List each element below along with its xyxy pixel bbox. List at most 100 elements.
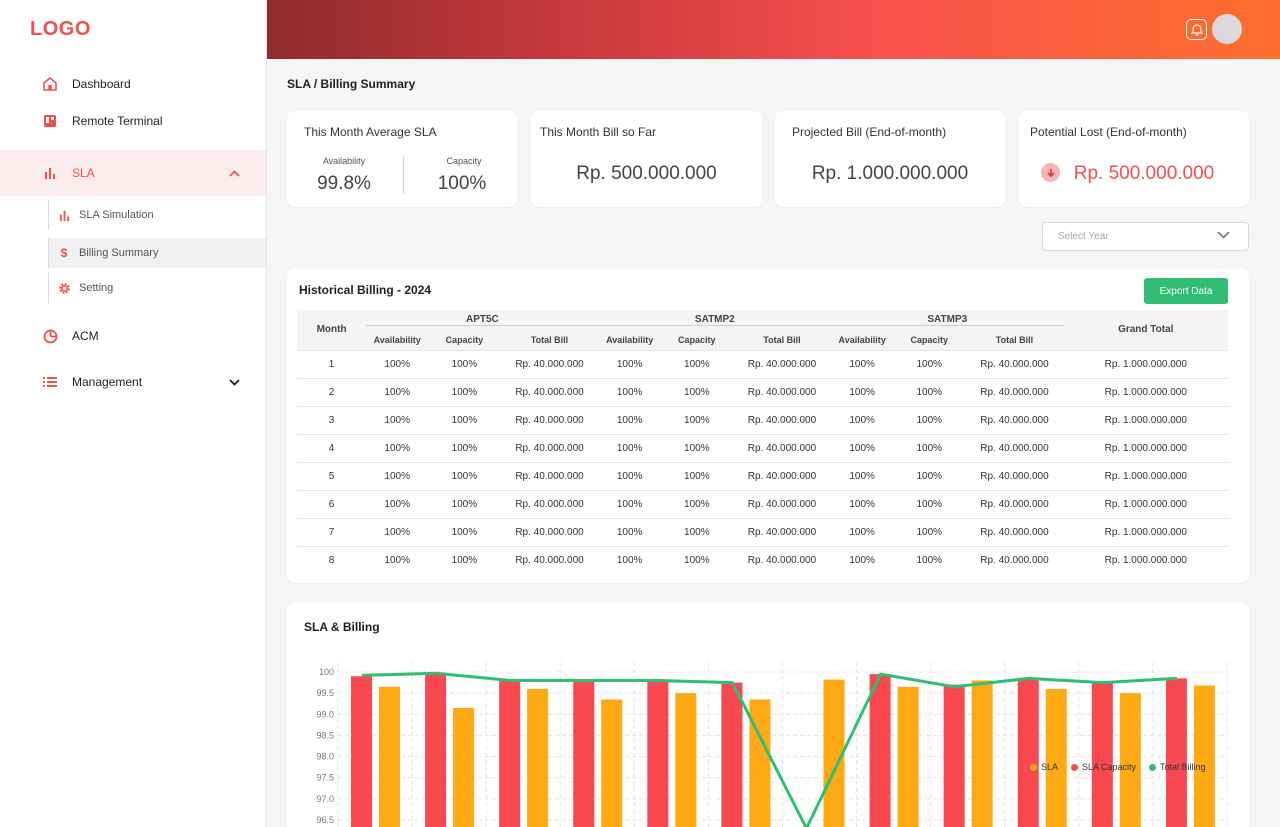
export-data-button[interactable]: Export Data	[1144, 278, 1228, 304]
table-cell: Rp. 1.000.000.000	[1063, 405, 1228, 434]
table-cell: 5	[297, 461, 367, 490]
sidebar-item-label: Dashboard	[72, 77, 131, 91]
table-row: 2 100% 100% Rp. 40.000.000 100% 100% Rp. 40.00…	[297, 377, 1228, 406]
gear-icon	[57, 281, 71, 295]
table-cell: 3	[297, 405, 367, 434]
sidebar-item-label: ACM	[72, 329, 99, 343]
table-cell: 100%	[428, 433, 501, 462]
column-header: Capacity	[445, 334, 484, 345]
column-header: Availability	[373, 334, 421, 345]
column-header: Availability	[606, 334, 654, 345]
table-cell: 100%	[428, 461, 501, 490]
bar-sla-capacity	[1017, 678, 1039, 827]
bar-sla	[379, 686, 400, 827]
availability-label: Availability	[322, 156, 366, 166]
bar-sla	[527, 688, 549, 827]
table-cell: Rp. 40.000.000	[500, 433, 599, 462]
kpi-card-bill-so-far: This Month Bill so Far Rp. 500.000.000	[531, 111, 762, 207]
table-row: 8 100% 100% Rp. 40.000.000 100% 100% Rp. 40.00…	[297, 545, 1228, 574]
sidebar-subitem-label: SLA Simulation	[79, 209, 154, 221]
top-header	[267, 0, 1280, 59]
table-cell: 100%	[660, 405, 733, 434]
sidebar-item-label: Management	[72, 375, 143, 389]
y-tick-label: 99.5	[316, 688, 334, 698]
table-cell: Rp. 40.000.000	[500, 517, 599, 546]
table-cell: 100%	[831, 349, 894, 378]
table-cell: 100%	[598, 405, 661, 434]
avatar[interactable]	[1212, 14, 1242, 44]
y-tick-label: 99.0	[316, 709, 334, 719]
table-cell: 100%	[366, 433, 429, 462]
sidebar-item-acm[interactable]: ACM	[0, 316, 266, 356]
table-cell: 100%	[428, 377, 501, 406]
table-cell: 100%	[660, 489, 733, 518]
sidebar-item-remote-terminal[interactable]: Remote Terminal	[0, 101, 266, 141]
table-cell: 100%	[598, 349, 661, 378]
sidebar-item-dashboard[interactable]: Dashboard	[0, 64, 266, 104]
table-cell: Rp. 1.000.000.000	[1063, 517, 1228, 546]
table-cell: 100%	[428, 349, 501, 378]
column-header: Capacity	[678, 334, 716, 345]
select-year-dropdown[interactable]: Select Year	[1042, 222, 1249, 251]
bar-sla-capacity	[1091, 682, 1113, 827]
bell-icon[interactable]	[1186, 19, 1207, 40]
table-cell: Rp. 1.000.000.000	[1063, 349, 1228, 378]
sidebar-subitem-billing-summary[interactable]: $ Billing Summary	[48, 238, 266, 268]
table-cell: 1	[297, 349, 367, 378]
y-tick-label: 100	[319, 667, 334, 677]
table-cell: Rp. 40.000.000	[500, 405, 599, 434]
sidebar-subitem-setting[interactable]: Setting	[48, 273, 266, 303]
group-header: SATMP3	[831, 310, 1064, 330]
table-cell: Rp. 1.000.000.000	[1063, 377, 1228, 406]
kpi-value: Rp. 500.000.000	[576, 163, 717, 184]
table-cell: 100%	[660, 433, 733, 462]
legend-swatch	[1030, 763, 1037, 771]
table-cell: 100%	[660, 517, 733, 546]
sidebar-subitem-sla-simulation[interactable]: SLA Simulation	[48, 200, 266, 230]
sla-billing-chart-card: SLA & Billing 100 99.5 99.0 98.5 98.0 97.5 97.…	[287, 602, 1249, 827]
kpi-value: Rp. 500.000.000	[1073, 163, 1215, 184]
y-tick-label: 98.5	[316, 730, 334, 740]
table-cell: 100%	[660, 545, 733, 574]
board-icon	[42, 113, 58, 129]
table-cell: Rp. 1.000.000.000	[1063, 545, 1228, 574]
table-cell: 100%	[428, 405, 501, 434]
bar-sla	[601, 699, 623, 827]
line-total-billing	[361, 671, 1178, 827]
table-cell: 100%	[660, 349, 733, 378]
table-cell: Rp. 1.000.000.000	[1063, 433, 1228, 462]
table-cell: Rp. 40.000.000	[732, 489, 832, 518]
table-cell: 100%	[831, 405, 894, 434]
chevron-down-icon	[1217, 231, 1230, 242]
capacity-value: 100%	[437, 173, 487, 194]
y-tick-label: 97.5	[316, 773, 334, 783]
table-row: 4 100% 100% Rp. 40.000.000 100% 100% Rp. 40.00…	[297, 433, 1228, 462]
bar-sla	[675, 693, 697, 827]
sidebar-item-management[interactable]: Management	[0, 362, 266, 402]
table-row: 5 100% 100% Rp. 40.000.000 100% 100% Rp. 40.00…	[297, 461, 1228, 490]
arrow-down-icon	[1041, 163, 1060, 182]
table-cell: 100%	[893, 517, 966, 546]
table-cell: 100%	[598, 489, 661, 518]
sidebar-subitem-label: Setting	[79, 282, 114, 294]
bar-sla	[453, 707, 475, 827]
table-cell: 100%	[831, 489, 894, 518]
table-cell: Rp. 40.000.000	[965, 349, 1064, 378]
legend-item: SLA Capacity	[1071, 762, 1136, 772]
bar-sla-capacity	[647, 680, 669, 827]
kpi-title: This Month Bill so Far	[540, 125, 657, 139]
sidebar-item-sla[interactable]: SLA	[0, 150, 266, 196]
select-placeholder: Select Year	[1058, 231, 1109, 242]
kpi-card-potential-lost: Potential Lost (End-of-month) Rp. 500.00…	[1019, 111, 1249, 207]
table-cell: Rp. 40.000.000	[500, 349, 599, 378]
bar-sla	[1045, 688, 1067, 827]
list-icon	[42, 374, 58, 390]
sidebar-item-label: SLA	[72, 166, 95, 180]
availability-value: 99.8%	[317, 173, 371, 194]
table-cell: Rp. 40.000.000	[500, 377, 599, 406]
table-cell: Rp. 40.000.000	[500, 461, 599, 490]
table-cell: 100%	[366, 405, 429, 434]
bar-chart-icon	[42, 165, 58, 181]
table-cell: 4	[297, 433, 367, 462]
home-icon	[42, 76, 58, 92]
